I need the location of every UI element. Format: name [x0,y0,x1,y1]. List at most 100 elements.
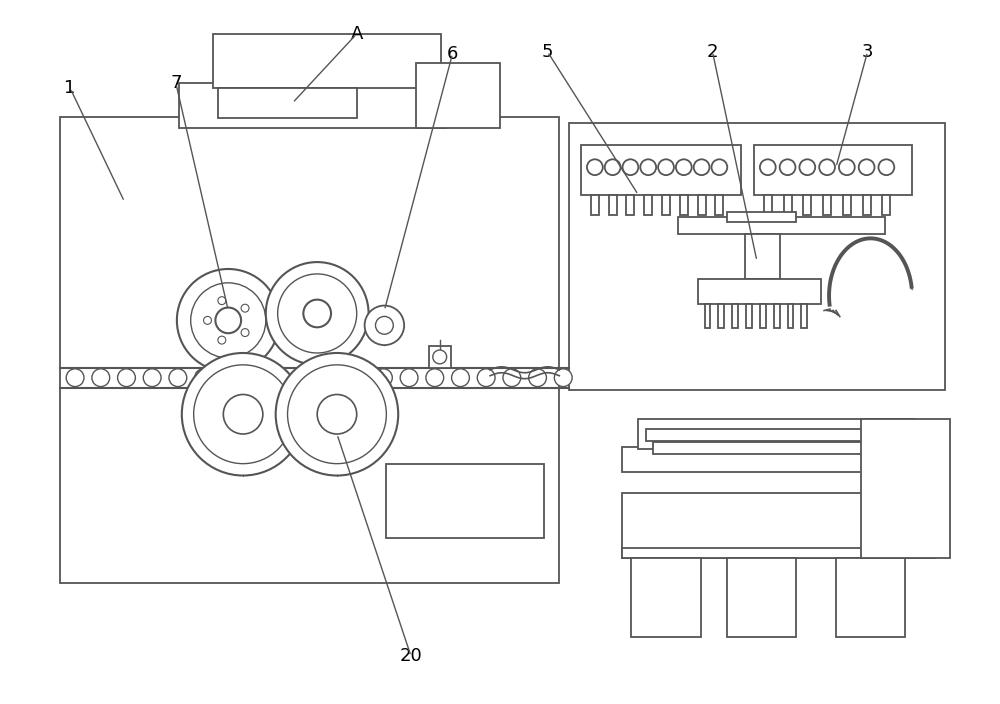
Circle shape [819,159,835,175]
Bar [803,195,811,215]
Bar [732,303,738,328]
Circle shape [433,350,447,364]
Circle shape [182,353,304,475]
Bar [653,442,902,454]
Bar [662,195,670,215]
Bar [569,122,945,389]
Bar [705,303,710,328]
Bar [218,88,357,118]
Bar [843,195,851,215]
Circle shape [323,369,341,386]
Bar [801,303,807,328]
Circle shape [452,369,469,386]
Bar [698,279,821,303]
Circle shape [799,159,815,175]
Bar [788,303,793,328]
Circle shape [375,369,392,386]
Bar [784,195,792,215]
Bar [631,558,701,636]
Bar [179,83,446,127]
Circle shape [241,304,249,312]
Circle shape [204,316,211,325]
Circle shape [215,308,241,333]
Circle shape [66,369,84,386]
Bar [591,195,599,215]
Bar [746,303,752,328]
Bar [836,558,905,636]
Text: 2: 2 [707,43,718,61]
Circle shape [288,365,386,464]
Circle shape [220,369,238,386]
Circle shape [375,316,393,334]
Text: 5: 5 [542,43,553,61]
Bar [678,217,885,234]
Bar [60,117,559,583]
Circle shape [303,300,331,327]
Circle shape [246,369,264,386]
Bar [680,195,688,215]
Bar [715,195,723,215]
Circle shape [218,337,226,344]
Circle shape [317,394,357,434]
Bar [581,146,741,195]
Circle shape [640,159,656,175]
Bar [386,464,544,538]
Text: 3: 3 [862,43,873,61]
Bar [764,195,772,215]
Bar [213,34,441,88]
Circle shape [839,159,855,175]
Circle shape [859,159,875,175]
Circle shape [605,159,621,175]
Bar [774,303,780,328]
Bar [626,195,634,215]
Circle shape [365,306,404,345]
Circle shape [503,369,521,386]
Circle shape [276,353,398,475]
Bar [698,195,706,215]
Bar [429,346,451,367]
Circle shape [426,369,444,386]
Circle shape [760,159,776,175]
Circle shape [529,369,546,386]
Bar [622,447,935,472]
Circle shape [676,159,692,175]
Circle shape [272,369,290,386]
Bar [863,195,871,215]
Circle shape [587,159,603,175]
Circle shape [177,269,280,372]
Bar [622,494,935,558]
Circle shape [92,369,110,386]
Circle shape [694,159,709,175]
Bar [745,234,780,279]
Bar [760,303,766,328]
Text: A: A [351,25,363,43]
Circle shape [266,262,369,365]
Circle shape [349,369,367,386]
Text: 20: 20 [400,648,422,665]
Circle shape [143,369,161,386]
Bar [416,63,500,127]
Circle shape [623,159,638,175]
Bar [638,419,915,449]
Bar [727,212,796,222]
Circle shape [195,369,212,386]
Text: 7: 7 [170,74,182,92]
Bar [609,195,617,215]
Bar [718,303,724,328]
Circle shape [223,394,263,434]
Bar [646,429,908,441]
Bar [754,146,912,195]
Circle shape [218,296,226,305]
Text: 6: 6 [447,44,458,63]
Circle shape [400,369,418,386]
Circle shape [780,159,795,175]
Circle shape [278,274,357,353]
Circle shape [118,369,135,386]
Circle shape [297,369,315,386]
Circle shape [169,369,187,386]
Circle shape [878,159,894,175]
Bar [882,195,890,215]
Bar [823,195,831,215]
Text: 1: 1 [64,79,76,97]
Circle shape [241,329,249,337]
